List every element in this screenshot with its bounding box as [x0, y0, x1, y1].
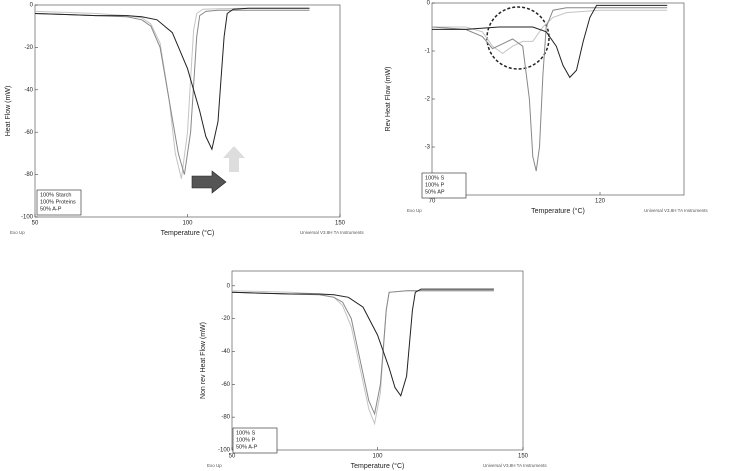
y-tick-label: -60 [24, 130, 33, 136]
legend-entry: 50% AP [425, 189, 445, 195]
y-tick-label: 0 [30, 3, 34, 9]
arrow-up [223, 146, 245, 172]
x-axis-label: Temperature (°C) [531, 207, 585, 215]
x-tick-label: 100 [372, 454, 383, 460]
note: Exo Up [10, 230, 25, 235]
y-axis-label: Rev Heat Flow (mW) [385, 67, 392, 132]
series-line [34, 7, 310, 151]
x-tick-label: 150 [335, 221, 346, 227]
x-tick-label: 50 [32, 221, 39, 227]
legend-entry: 100% S [236, 430, 256, 436]
series-line [432, 9, 668, 55]
note: Universal V3.8H TA Instruments [644, 208, 708, 213]
legend-entry: 100% P [425, 182, 445, 188]
x-tick-label: 100 [182, 221, 193, 227]
x-axis-label: Temperature (°C) [351, 462, 405, 470]
arrow-right [191, 170, 227, 194]
series-line [231, 288, 494, 397]
series-line [431, 7, 668, 172]
y-tick-label: -3 [425, 145, 431, 151]
legend-box [421, 172, 467, 199]
legend-entry: 50% A-P [236, 444, 258, 450]
note: Exo Up [407, 208, 422, 213]
y-tick-label: -60 [221, 382, 230, 388]
y-tick-label: -20 [24, 45, 33, 51]
legend-entry: 100% P [236, 437, 256, 443]
y-tick-label: -1 [425, 49, 431, 55]
series-line [231, 290, 494, 416]
series-line [34, 9, 310, 175]
y-tick-label: -80 [221, 415, 230, 421]
note: Universal V3.8H TA Instruments [300, 230, 364, 235]
y-tick-label: -100 [21, 215, 34, 221]
series-line [432, 4, 668, 79]
note: Exo Up [207, 463, 222, 468]
y-axis-label: Heat Flow (mW) [5, 86, 12, 137]
y-tick-label: -40 [24, 87, 33, 93]
y-tick-label: -100 [218, 448, 231, 454]
y-tick-label: -80 [24, 172, 33, 178]
note: Universal V3.8H TA Instruments [483, 463, 547, 468]
x-tick-label: 150 [518, 454, 529, 460]
y-tick-label: -40 [221, 349, 230, 355]
y-tick-label: 0 [227, 283, 231, 289]
legend-entry: 100% Starch [40, 192, 72, 198]
y-tick-label: -20 [221, 316, 230, 322]
legend-box [36, 189, 82, 216]
x-tick-label: 50 [229, 454, 236, 460]
legend-box [232, 427, 278, 454]
x-tick-label: 120 [595, 199, 606, 205]
legend-entry: 100% S [425, 175, 445, 181]
y-axis-label: Non rev Heat Flow (mW) [200, 322, 207, 399]
legend-entry: 100% Proteins [40, 199, 76, 205]
x-axis-label: Temperature (°C) [161, 229, 215, 237]
legend-entry: 50% A-P [40, 206, 62, 212]
x-tick-label: 70 [429, 199, 436, 205]
y-tick-label: 0 [427, 1, 431, 7]
y-tick-label: -2 [425, 97, 431, 103]
